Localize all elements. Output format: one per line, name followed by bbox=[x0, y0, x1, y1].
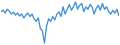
data-line bbox=[1, 2, 119, 43]
chart bbox=[0, 0, 120, 45]
plot-area bbox=[1, 2, 119, 43]
